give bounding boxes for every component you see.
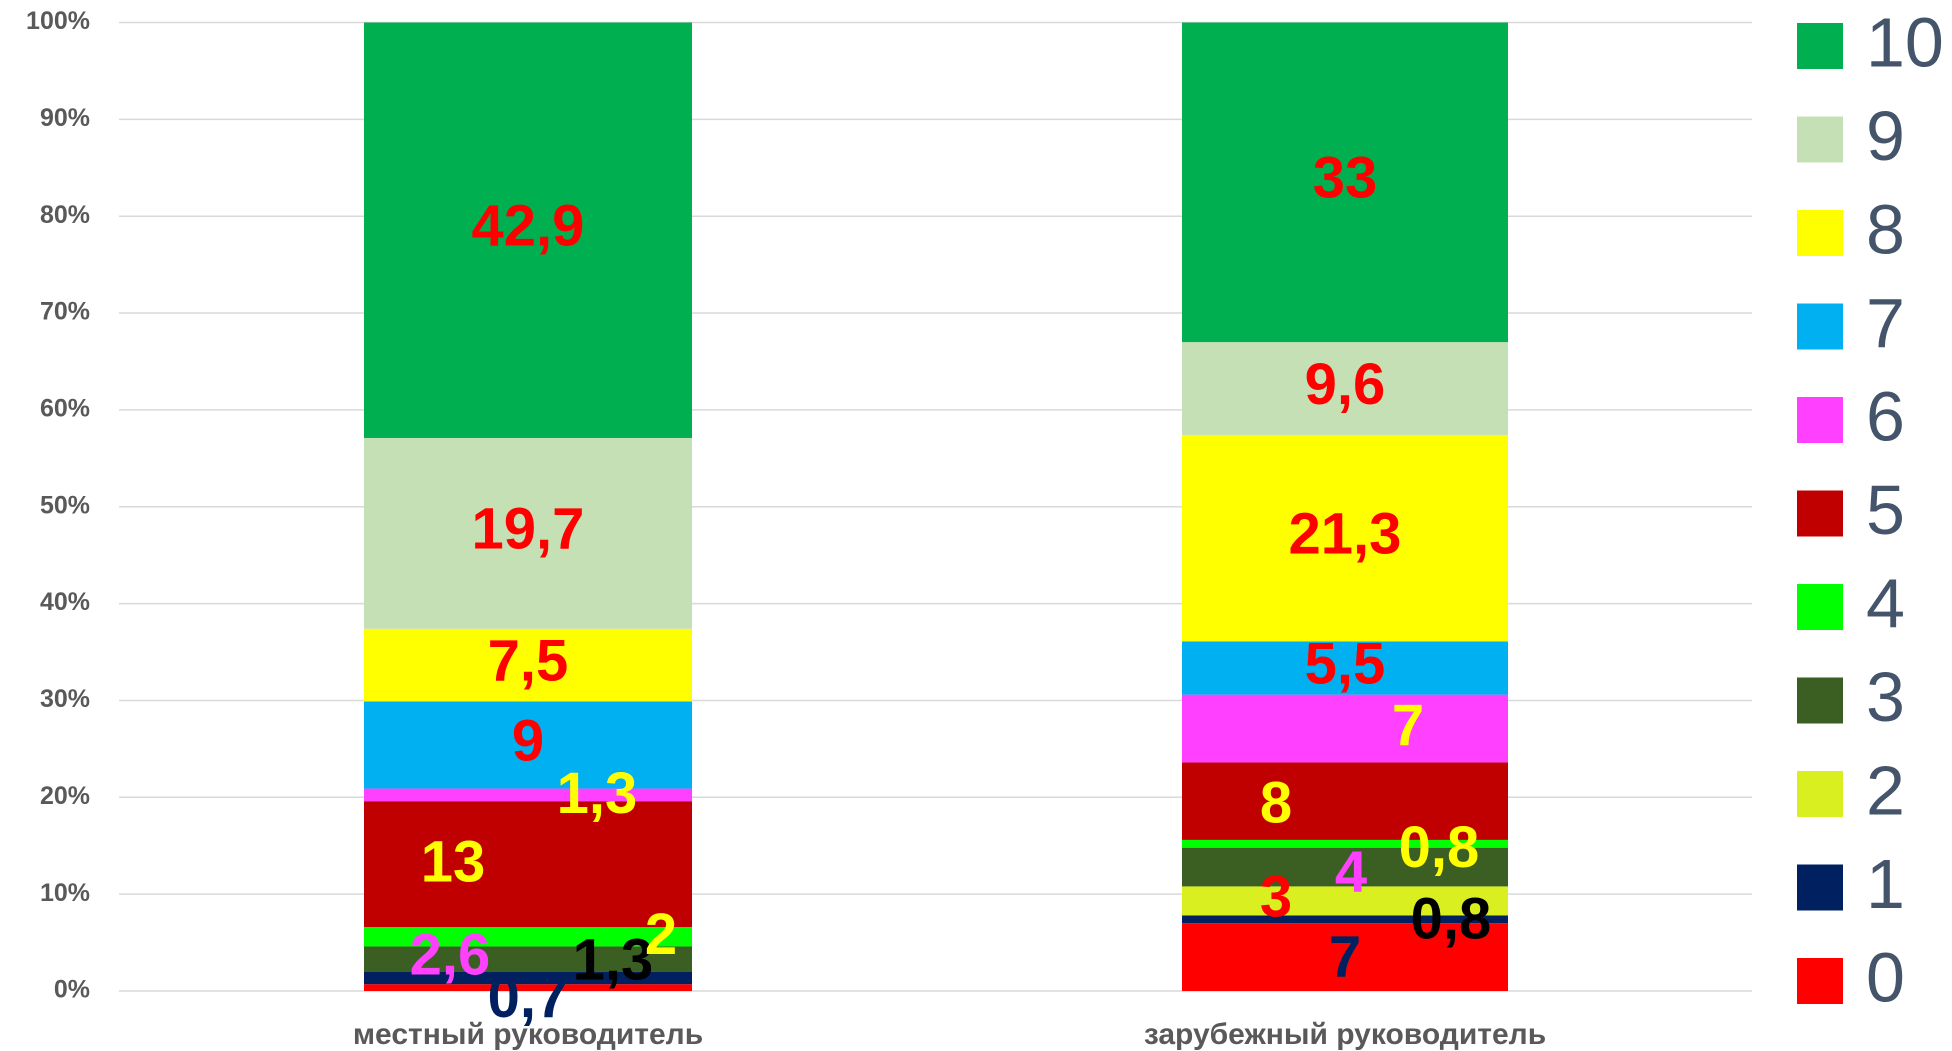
legend-swatch: [1797, 958, 1843, 1004]
bar-segment: [364, 437, 692, 629]
legend-label: 5: [1866, 471, 1905, 549]
y-tick-label: 100%: [26, 7, 90, 35]
value-label: 1,3: [557, 761, 638, 826]
value-label: 3: [1260, 864, 1292, 929]
legend-swatch: [1797, 23, 1843, 69]
value-label: 0,7: [488, 965, 569, 1030]
value-label: 21,3: [1289, 502, 1402, 567]
value-label: 8: [1260, 771, 1292, 836]
bar-segment: [1182, 22, 1508, 343]
y-tick-label: 40%: [40, 588, 90, 616]
bar-segment: [364, 946, 692, 972]
value-label: 1,3: [573, 927, 654, 992]
bar-segment: [1182, 847, 1508, 887]
bar-segment: [1182, 923, 1508, 991]
bar-segment: [1182, 915, 1508, 924]
legend-label: 4: [1866, 564, 1905, 642]
bar-segment: [1182, 886, 1508, 916]
bar-segment: [364, 971, 692, 985]
legend-swatch: [1797, 584, 1843, 630]
bar-segment: [1182, 839, 1508, 848]
value-label: 13: [421, 829, 486, 894]
value-label: 5,5: [1305, 631, 1386, 696]
legend-swatch: [1797, 210, 1843, 256]
bar-segment: [1182, 694, 1508, 763]
x-tick-label: зарубежный руководитель: [1144, 1018, 1546, 1051]
bar-segment: [1182, 435, 1508, 642]
legend-label: 10: [1866, 3, 1944, 81]
value-label: 4: [1335, 839, 1367, 904]
value-label: 9: [512, 708, 544, 773]
legend-label: 7: [1866, 284, 1905, 362]
value-label: 7: [1392, 693, 1424, 758]
bar-segment: [364, 701, 692, 789]
legend-label: 1: [1866, 845, 1905, 923]
value-label: 7,5: [488, 628, 569, 693]
x-tick-label: местный руководитель: [353, 1018, 703, 1051]
value-label: 42,9: [472, 194, 585, 259]
bar-segment: [1182, 342, 1508, 436]
value-label: 2: [645, 902, 677, 967]
y-tick-label: 70%: [40, 298, 90, 326]
bar-segment: [364, 984, 692, 991]
bar-segment: [364, 801, 692, 928]
legend-label: 0: [1866, 938, 1905, 1016]
legend-label: 2: [1866, 751, 1905, 829]
value-label: 2,6: [410, 922, 491, 987]
legend-label: 9: [1866, 97, 1905, 175]
legend-swatch: [1797, 677, 1843, 724]
bar-segment: [364, 927, 692, 947]
legend-swatch: [1797, 303, 1843, 350]
y-tick-label: 10%: [40, 879, 90, 907]
value-label: 7: [1329, 924, 1361, 989]
y-tick-label: 20%: [40, 782, 90, 810]
y-tick-label: 0%: [54, 976, 90, 1004]
y-tick-label: 30%: [40, 685, 90, 713]
y-tick-label: 90%: [40, 104, 90, 132]
bar-segment: [364, 788, 692, 802]
bar-segment: [1182, 762, 1508, 840]
bar-segment: [364, 628, 692, 702]
legend-swatch: [1797, 771, 1843, 817]
legend-label: 8: [1866, 190, 1905, 268]
value-label: 33: [1313, 146, 1378, 211]
value-label: 0,8: [1411, 887, 1492, 952]
y-tick-label: 50%: [40, 491, 90, 519]
bar-segment: [1182, 641, 1508, 695]
y-tick-label: 80%: [40, 201, 90, 229]
value-label: 19,7: [472, 497, 585, 562]
legend-swatch: [1797, 116, 1843, 163]
bar-segment: [364, 22, 692, 438]
legend-swatch: [1797, 397, 1843, 443]
legend-swatch: [1797, 864, 1843, 911]
value-label: 9,6: [1305, 352, 1386, 417]
y-tick-label: 60%: [40, 395, 90, 423]
legend-swatch: [1797, 490, 1843, 537]
value-label: 0,8: [1399, 815, 1480, 880]
legend-label: 3: [1866, 658, 1905, 736]
legend-label: 6: [1866, 377, 1905, 455]
